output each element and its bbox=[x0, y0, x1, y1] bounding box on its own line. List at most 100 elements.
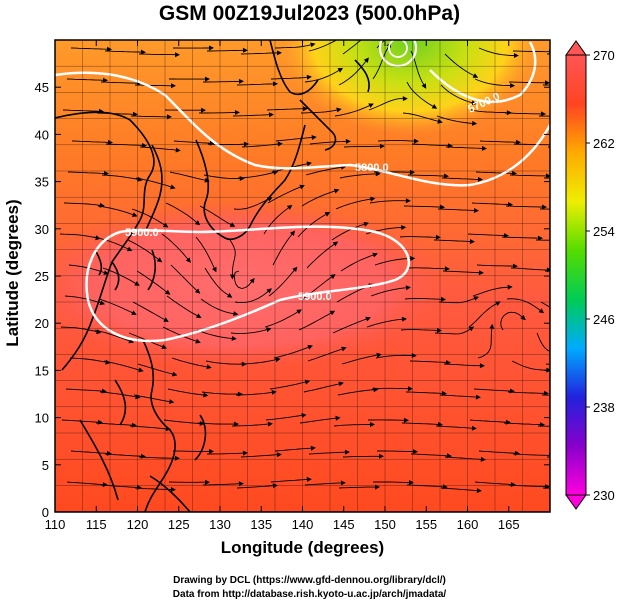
streamline bbox=[270, 478, 307, 483]
streamline-arrowhead bbox=[441, 390, 447, 396]
streamline bbox=[366, 318, 403, 328]
streamline bbox=[274, 44, 311, 49]
streamline-arrowhead bbox=[375, 171, 381, 177]
streamline bbox=[443, 363, 480, 367]
streamline-arrowhead bbox=[209, 448, 214, 454]
x-tick-label: 130 bbox=[209, 517, 231, 532]
streamline-arrowhead bbox=[132, 111, 138, 117]
contour-label: 5900.0 bbox=[298, 291, 332, 303]
streamline-arrowhead bbox=[131, 310, 137, 315]
contour-label: 5900.0 bbox=[125, 227, 159, 239]
streamline bbox=[368, 98, 403, 111]
streamline-arrowhead bbox=[306, 161, 312, 167]
streamline bbox=[129, 425, 166, 430]
streamline-arrowhead bbox=[481, 145, 487, 151]
streamline bbox=[199, 205, 232, 225]
streamline-arrowhead bbox=[239, 176, 245, 181]
streamline bbox=[305, 166, 342, 176]
streamline-arrowhead bbox=[103, 170, 109, 176]
streamline-arrowhead bbox=[233, 311, 239, 316]
streamline-arrowhead bbox=[310, 42, 316, 48]
streamline bbox=[69, 357, 106, 363]
streamline bbox=[267, 186, 301, 204]
streamline bbox=[66, 78, 104, 81]
streamline bbox=[304, 70, 340, 83]
streamline-arrowhead bbox=[407, 386, 413, 392]
y-tick-label: 25 bbox=[35, 269, 49, 284]
colorbar-tick-label: 238 bbox=[593, 400, 615, 415]
streamline-arrowhead bbox=[332, 241, 339, 247]
streamline bbox=[445, 146, 483, 149]
streamline bbox=[163, 419, 200, 424]
streamline-arrowhead bbox=[136, 484, 142, 490]
streamline bbox=[402, 112, 439, 122]
streamline-arrowhead bbox=[162, 222, 169, 228]
streamline-arrowhead bbox=[206, 364, 212, 370]
streamline bbox=[300, 109, 337, 114]
streamline bbox=[438, 298, 475, 304]
streamline bbox=[399, 236, 437, 238]
streamline-arrowhead bbox=[194, 288, 201, 294]
streamline-arrowhead bbox=[134, 281, 140, 286]
streamline bbox=[100, 81, 138, 84]
streamline-arrowhead bbox=[330, 274, 336, 280]
streamline-arrowhead bbox=[440, 296, 446, 302]
streamline bbox=[167, 388, 204, 396]
streamline-arrowhead bbox=[203, 392, 209, 398]
streamline-arrowhead bbox=[335, 415, 341, 421]
streamline bbox=[130, 115, 168, 118]
streamline-arrowhead bbox=[277, 141, 283, 147]
streamline bbox=[440, 487, 477, 492]
streamline-arrowhead bbox=[341, 346, 347, 352]
streamline-arrowhead bbox=[238, 481, 244, 487]
streamline bbox=[505, 205, 543, 208]
streamline-arrowhead bbox=[405, 285, 411, 291]
y-axis-ticks: 0 5 10 15 20 25 30 35 40 45 bbox=[35, 80, 550, 520]
streamline-arrowhead bbox=[170, 184, 176, 190]
streamline-arrowhead bbox=[170, 487, 176, 492]
streamline bbox=[406, 81, 434, 107]
streamline-arrowhead bbox=[171, 83, 176, 89]
streamline bbox=[336, 285, 370, 303]
streamline bbox=[509, 174, 547, 177]
streamline bbox=[375, 354, 412, 359]
streamline-arrowhead bbox=[435, 234, 441, 240]
streamline bbox=[67, 171, 105, 174]
streamline-arrowhead bbox=[292, 266, 298, 272]
streamline bbox=[511, 360, 547, 371]
streamline-arrowhead bbox=[370, 196, 376, 202]
streamline bbox=[236, 391, 272, 396]
streamline bbox=[309, 140, 346, 145]
streamline bbox=[342, 455, 379, 458]
streamline bbox=[400, 329, 438, 331]
streamline-arrowhead bbox=[169, 399, 175, 404]
streamline bbox=[334, 105, 370, 117]
colorbar-tick-label: 270 bbox=[593, 48, 615, 63]
streamline-arrowhead bbox=[226, 292, 233, 298]
streamline-arrowhead bbox=[175, 147, 181, 153]
streamline-arrowhead bbox=[468, 326, 475, 332]
streamline-arrowhead bbox=[164, 289, 171, 295]
x-axis-label: Longitude (degrees) bbox=[220, 538, 385, 557]
streamline bbox=[199, 112, 236, 114]
streamline bbox=[307, 348, 343, 362]
streamline bbox=[478, 450, 515, 454]
streamline-arrowhead bbox=[540, 111, 546, 117]
height-contours bbox=[55, 40, 550, 343]
streamline-arrowhead bbox=[276, 50, 282, 56]
streamline-arrowhead bbox=[238, 78, 244, 84]
contour-label: 5800.0 bbox=[355, 162, 389, 174]
streamline bbox=[266, 108, 304, 111]
streamline bbox=[59, 233, 96, 239]
streamline bbox=[374, 258, 411, 266]
streamline bbox=[203, 80, 240, 83]
streamline-arrowhead bbox=[368, 103, 374, 108]
streamline-arrowhead bbox=[365, 316, 371, 322]
x-tick-label: 160 bbox=[457, 517, 479, 532]
streamline-arrowhead bbox=[471, 120, 478, 126]
streamline bbox=[512, 453, 550, 456]
streamline bbox=[137, 363, 173, 375]
streamline-arrowhead bbox=[329, 310, 336, 316]
streamline bbox=[236, 485, 273, 489]
streamline bbox=[239, 359, 276, 365]
